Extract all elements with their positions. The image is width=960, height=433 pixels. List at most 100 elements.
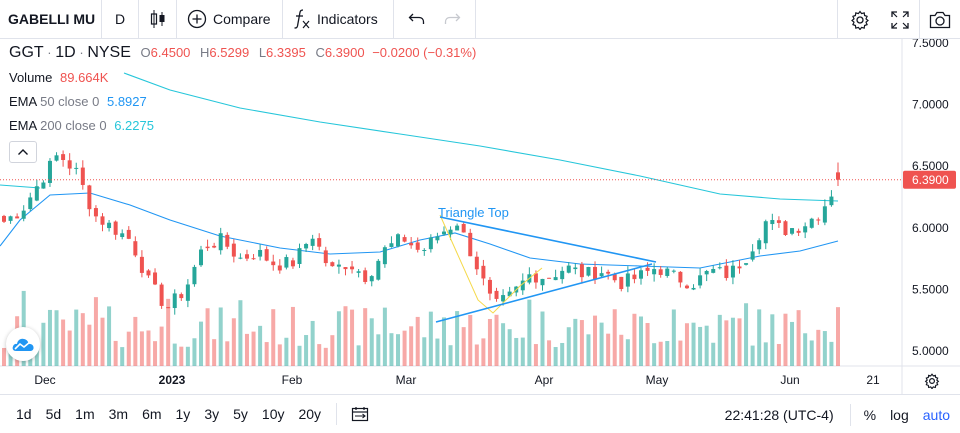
- fx-icon: [294, 9, 310, 29]
- axis-settings-button[interactable]: [922, 372, 942, 390]
- legend: GGT · 1D · NYSE O6.4500 H6.5299 L6.3395 …: [9, 44, 476, 138]
- candle-body: [47, 160, 52, 183]
- volume-bar: [730, 317, 735, 366]
- range-button-1m[interactable]: 1m: [75, 406, 95, 422]
- candle-body: [790, 228, 795, 234]
- volume-bar: [93, 297, 98, 366]
- range-button-20y[interactable]: 20y: [298, 406, 322, 422]
- volume-bar: [153, 341, 158, 366]
- range-button-3m[interactable]: 3m: [108, 406, 129, 422]
- candle-body: [205, 246, 210, 249]
- range-button-1d[interactable]: 1d: [16, 406, 32, 422]
- log-toggle[interactable]: log: [890, 406, 909, 423]
- candle-body: [435, 236, 440, 241]
- undo-icon[interactable]: [408, 11, 426, 27]
- volume-bar: [684, 323, 689, 366]
- candle-body: [218, 233, 223, 251]
- volume-bar: [271, 309, 276, 366]
- compare-label: Compare: [213, 11, 271, 27]
- volume-bar: [455, 311, 460, 366]
- legend-ema200-row[interactable]: EMA 200 close 0 6.2275: [9, 114, 476, 138]
- legend-collapse-button[interactable]: [9, 141, 37, 163]
- ema50-value: 5.8927: [106, 94, 147, 109]
- chevron-up-icon: [18, 149, 28, 155]
- volume-bar: [87, 324, 92, 366]
- range-button-6m[interactable]: 6m: [142, 406, 162, 422]
- candle-body: [343, 267, 348, 270]
- fullscreen-icon: [891, 10, 909, 29]
- volume-bar: [461, 327, 466, 366]
- price-axis[interactable]: 7.5000 7.0000 6.5000 6.0000 5.5000 5.0000: [912, 39, 949, 358]
- volume-bar: [776, 343, 781, 366]
- candle-body: [244, 254, 249, 259]
- redo-icon[interactable]: [443, 11, 461, 27]
- volume-bar: [231, 318, 236, 366]
- legend-ema50-row[interactable]: EMA 50 close 0 5.8927: [9, 90, 476, 114]
- candle-body: [212, 245, 217, 248]
- screenshot-button[interactable]: [919, 0, 960, 39]
- candle-body: [304, 243, 309, 249]
- volume-bar: [363, 308, 368, 366]
- candle-body: [730, 265, 735, 278]
- volume-bar: [47, 309, 52, 366]
- volume-bar: [606, 333, 611, 366]
- candle-body: [389, 243, 394, 247]
- settings-button[interactable]: [837, 0, 881, 39]
- volume-bar: [520, 337, 525, 366]
- time-tick-label: Mar: [396, 373, 417, 387]
- clock[interactable]: 22:41:28 (UTC-4): [724, 406, 834, 423]
- candle-body: [120, 233, 125, 238]
- auto-toggle[interactable]: auto: [922, 406, 950, 423]
- candle-body: [15, 216, 20, 219]
- candle-body: [402, 237, 407, 242]
- chart-type-button[interactable]: [139, 0, 177, 39]
- triangle-pattern[interactable]: Triangle Top: [435, 205, 657, 323]
- symbol-search[interactable]: GABELLI MU: [0, 0, 102, 39]
- separator: [336, 403, 338, 425]
- candle-body: [533, 273, 538, 283]
- candle-body: [8, 216, 13, 221]
- volume-bar: [225, 341, 230, 366]
- volume-bar: [803, 333, 808, 366]
- undo-redo-group: [394, 0, 476, 39]
- interval-button[interactable]: D: [102, 0, 139, 39]
- candle-body: [290, 260, 295, 267]
- range-button-10y[interactable]: 10y: [261, 406, 285, 422]
- compare-button[interactable]: Compare: [177, 0, 283, 39]
- range-button-5y[interactable]: 5y: [233, 406, 248, 422]
- candle-body: [632, 274, 637, 280]
- candle-body: [172, 293, 177, 309]
- candle-body: [455, 225, 460, 231]
- volume-bar: [428, 311, 433, 366]
- candle-body: [579, 264, 584, 278]
- candle-body: [2, 215, 6, 222]
- candle-body: [803, 226, 808, 233]
- range-button-1y[interactable]: 1y: [175, 406, 191, 422]
- camera-icon: [929, 11, 951, 28]
- indicators-button[interactable]: Indicators: [283, 0, 394, 39]
- volume-bar: [652, 343, 657, 366]
- candle-body: [225, 234, 230, 247]
- fullscreen-button[interactable]: [881, 0, 919, 39]
- volume-bar: [218, 307, 223, 366]
- volume-bar: [179, 346, 184, 366]
- volume-bar: [501, 323, 506, 366]
- range-button-3y[interactable]: 3y: [204, 406, 220, 422]
- date-range-button[interactable]: [345, 406, 375, 422]
- range-button-5d[interactable]: 5d: [45, 406, 62, 422]
- volume-bar: [382, 307, 387, 366]
- ema50-params: 50 close 0: [40, 94, 100, 109]
- candle-body: [698, 275, 703, 286]
- time-axis[interactable]: Dec 2023 Feb Mar Apr May Jun 21: [34, 373, 880, 387]
- volume-bar: [527, 299, 532, 366]
- volume-bar: [212, 339, 217, 366]
- volume-bar: [586, 334, 591, 366]
- volume-bar: [244, 333, 249, 366]
- candle-body: [422, 249, 427, 251]
- candle-body: [87, 185, 92, 210]
- volume-bar: [481, 338, 486, 366]
- tradingview-logo[interactable]: [6, 327, 40, 361]
- volume-bar: [113, 340, 118, 366]
- percent-toggle[interactable]: %: [863, 406, 877, 423]
- legend-volume-row[interactable]: Volume 89.664K: [9, 66, 476, 90]
